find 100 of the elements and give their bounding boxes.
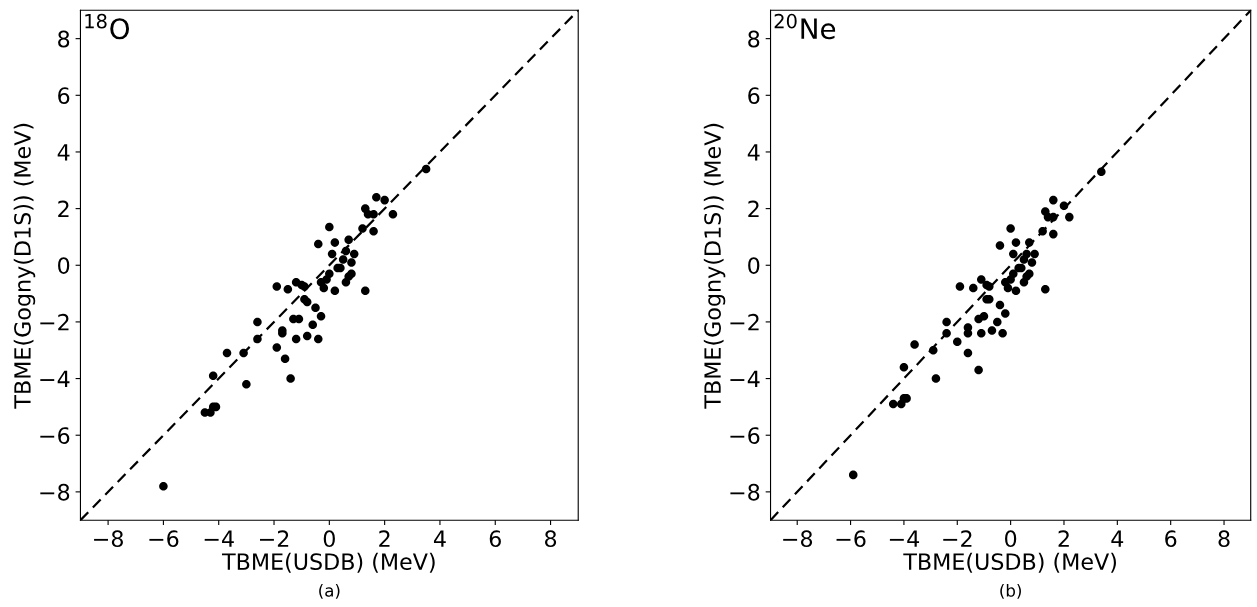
y-tick-label: −4 xyxy=(730,370,760,388)
point xyxy=(977,328,986,338)
point xyxy=(1059,201,1069,211)
point xyxy=(327,249,337,259)
point xyxy=(344,235,353,245)
x-tick-label: 4 xyxy=(1111,530,1124,547)
point xyxy=(380,195,389,205)
point xyxy=(421,164,431,174)
point xyxy=(313,239,323,249)
point xyxy=(910,340,919,349)
point xyxy=(313,334,323,344)
y-tick-label: −2 xyxy=(730,313,759,331)
x-tick-label: 0 xyxy=(1005,530,1017,548)
text: (a) xyxy=(319,583,340,599)
point xyxy=(942,317,951,327)
point xyxy=(888,399,898,409)
point xyxy=(253,317,262,327)
x-tick-label: −4 xyxy=(889,530,920,547)
point xyxy=(1049,212,1058,222)
point xyxy=(330,286,340,296)
x-tick-label: 0 xyxy=(323,530,335,548)
point xyxy=(1027,258,1037,267)
y-tick-label: 8 xyxy=(58,30,70,48)
point xyxy=(388,209,398,219)
y-tick-label: 6 xyxy=(58,87,70,105)
x-tick-label: 2 xyxy=(379,530,390,547)
point xyxy=(253,334,262,344)
point xyxy=(272,282,282,291)
point xyxy=(977,275,986,284)
y-tick-label: 4 xyxy=(747,144,760,161)
y-tick-label: 2 xyxy=(58,200,69,218)
point xyxy=(347,258,356,267)
point xyxy=(242,379,251,389)
point xyxy=(1049,229,1058,239)
x-tick-label: −8 xyxy=(783,530,813,548)
y-tick-label: −6 xyxy=(40,427,70,444)
annotation: $^{20}$Ne xyxy=(774,13,836,40)
y-tick-label: −8 xyxy=(730,483,760,501)
point xyxy=(1049,195,1058,205)
point xyxy=(1006,224,1015,233)
y-tick-label: −8 xyxy=(40,483,70,501)
y-tick-label: 8 xyxy=(748,30,760,48)
y-tick-label: −2 xyxy=(40,313,69,331)
point xyxy=(1011,238,1021,247)
point xyxy=(1097,167,1106,177)
point xyxy=(848,470,858,480)
x-axis-title: TBME(USDB) (MeV) xyxy=(903,552,1116,573)
point xyxy=(325,269,334,279)
point xyxy=(1025,238,1034,247)
point xyxy=(1011,286,1021,296)
y-tick-label: 2 xyxy=(748,200,759,218)
y-tick-label: 6 xyxy=(748,87,760,105)
point xyxy=(1030,249,1039,259)
point xyxy=(1003,283,1013,293)
point xyxy=(369,226,378,236)
text: (b) xyxy=(1000,583,1021,599)
x-axis-title: TBME(USDB) (MeV) xyxy=(221,552,435,573)
y-tick-label: −6 xyxy=(730,427,760,444)
point xyxy=(358,224,367,233)
point xyxy=(1041,285,1050,294)
point xyxy=(341,246,351,256)
point xyxy=(308,320,318,330)
x-tick-label: −2 xyxy=(943,530,972,547)
x-tick-label: −6 xyxy=(836,530,866,548)
point xyxy=(325,222,334,232)
point xyxy=(208,371,218,381)
point xyxy=(286,374,295,383)
point xyxy=(330,238,340,247)
point xyxy=(993,317,1002,327)
x-tick-label: 8 xyxy=(545,530,557,548)
point xyxy=(974,365,983,375)
point xyxy=(222,348,232,358)
x-tick-label: 6 xyxy=(489,530,501,548)
point xyxy=(963,348,973,358)
point xyxy=(1022,249,1031,259)
point xyxy=(316,311,326,321)
point xyxy=(955,282,965,291)
x-tick-label: −4 xyxy=(204,530,234,547)
point xyxy=(283,285,293,294)
point xyxy=(1065,212,1074,222)
point xyxy=(969,283,978,293)
point xyxy=(995,241,1005,250)
y-axis-title: TBME(Gogny(D1S)) (MeV) xyxy=(13,123,36,409)
point xyxy=(280,354,290,364)
point xyxy=(349,249,359,259)
y-axis-title: TBME(Gogny(D1S)) (MeV) xyxy=(703,123,726,409)
point xyxy=(319,283,329,293)
annotation: $^{18}$O xyxy=(85,13,130,40)
point xyxy=(361,286,370,296)
point xyxy=(1009,249,1018,259)
point xyxy=(311,303,320,313)
point xyxy=(159,481,168,491)
point xyxy=(942,328,951,338)
x-tick-label: 6 xyxy=(1165,530,1177,548)
point xyxy=(1009,269,1018,279)
x-tick-label: −8 xyxy=(94,530,123,548)
x-tick-label: 8 xyxy=(1218,530,1230,548)
point xyxy=(899,362,909,372)
point xyxy=(952,337,962,347)
point xyxy=(928,345,938,355)
